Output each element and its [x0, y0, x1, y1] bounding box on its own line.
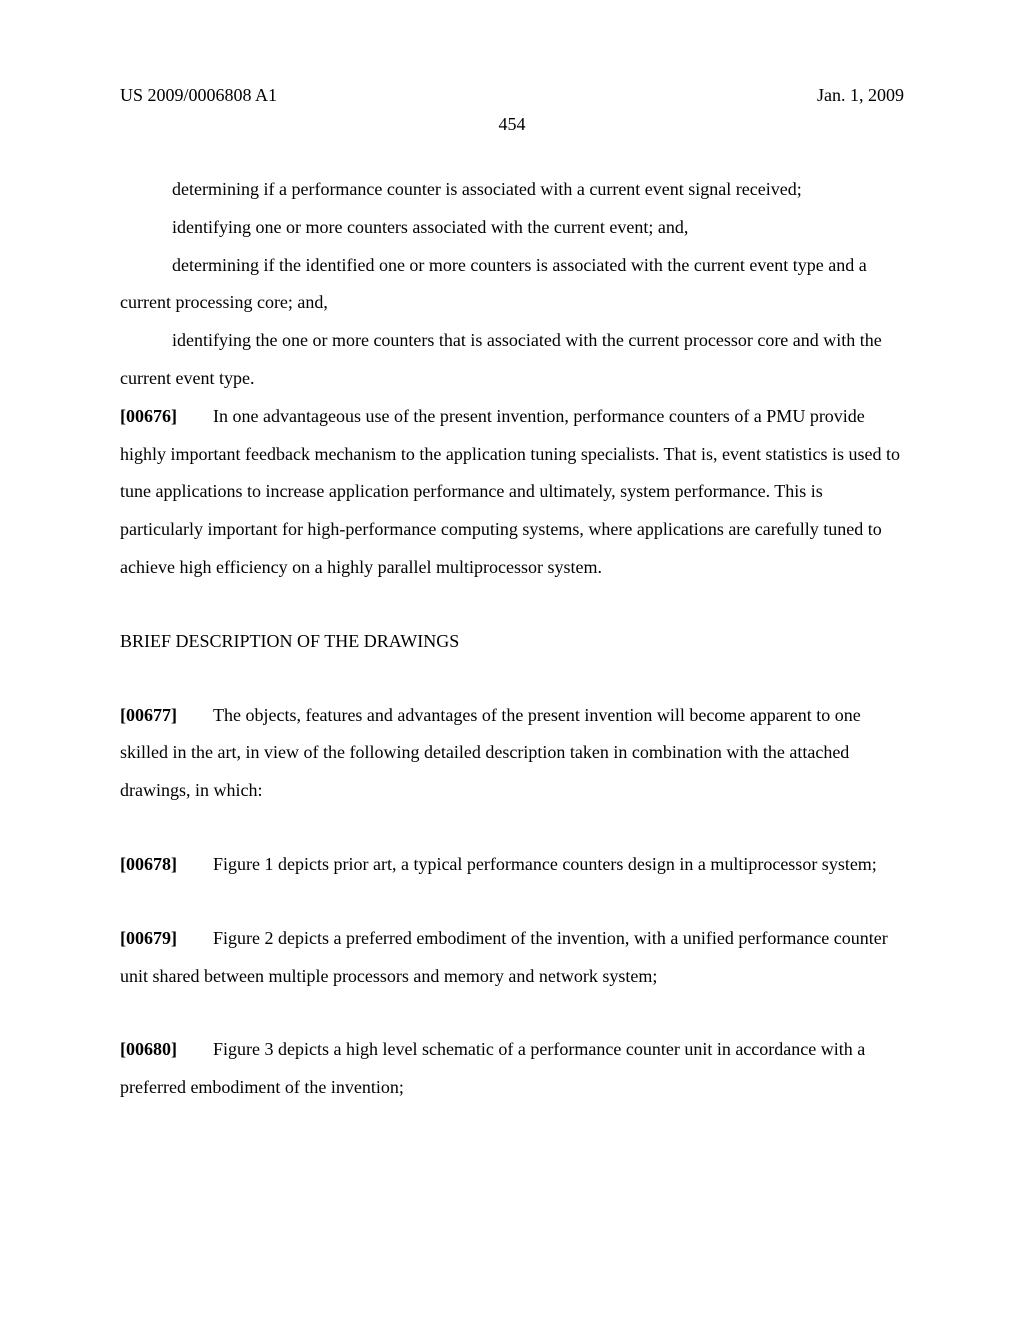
document-body: determining if a performance counter is … — [120, 171, 904, 1107]
paragraph-number: [00680] — [120, 1039, 177, 1059]
paragraph-number: [00676] — [120, 406, 177, 426]
document-page: US 2009/0006808 A1 Jan. 1, 2009 454 dete… — [0, 0, 1024, 1107]
page-number: 454 — [120, 114, 904, 135]
paragraph: identifying one or more counters associa… — [120, 209, 904, 247]
paragraph-text: Figure 2 depicts a preferred embodiment … — [120, 928, 888, 986]
paragraph-number: [00679] — [120, 928, 177, 948]
numbered-paragraph: [00677] The objects, features and advant… — [120, 697, 904, 810]
paragraph-number: [00678] — [120, 854, 177, 874]
paragraph-text: Figure 3 depicts a high level schematic … — [120, 1039, 865, 1097]
spacer — [120, 995, 904, 1031]
numbered-paragraph: [00676] In one advantageous use of the p… — [120, 398, 904, 587]
spacer — [120, 884, 904, 920]
paragraph-text: The objects, features and advantages of … — [120, 705, 861, 801]
section-heading: BRIEF DESCRIPTION OF THE DRAWINGS — [120, 623, 904, 661]
paragraph-text: In one advantageous use of the present i… — [120, 406, 900, 577]
publication-date: Jan. 1, 2009 — [817, 85, 904, 106]
numbered-paragraph: [00679] Figure 2 depicts a preferred emb… — [120, 920, 904, 996]
paragraph: determining if the identified one or mor… — [120, 247, 904, 323]
paragraph: identifying the one or more counters tha… — [120, 322, 904, 398]
paragraph: determining if a performance counter is … — [120, 171, 904, 209]
paragraph-text: Figure 1 depicts prior art, a typical pe… — [213, 854, 877, 874]
numbered-paragraph: [00680] Figure 3 depicts a high level sc… — [120, 1031, 904, 1107]
spacer — [120, 810, 904, 846]
publication-number: US 2009/0006808 A1 — [120, 85, 277, 106]
numbered-paragraph: [00678] Figure 1 depicts prior art, a ty… — [120, 846, 904, 884]
page-header: US 2009/0006808 A1 Jan. 1, 2009 — [120, 85, 904, 106]
paragraph-number: [00677] — [120, 705, 177, 725]
